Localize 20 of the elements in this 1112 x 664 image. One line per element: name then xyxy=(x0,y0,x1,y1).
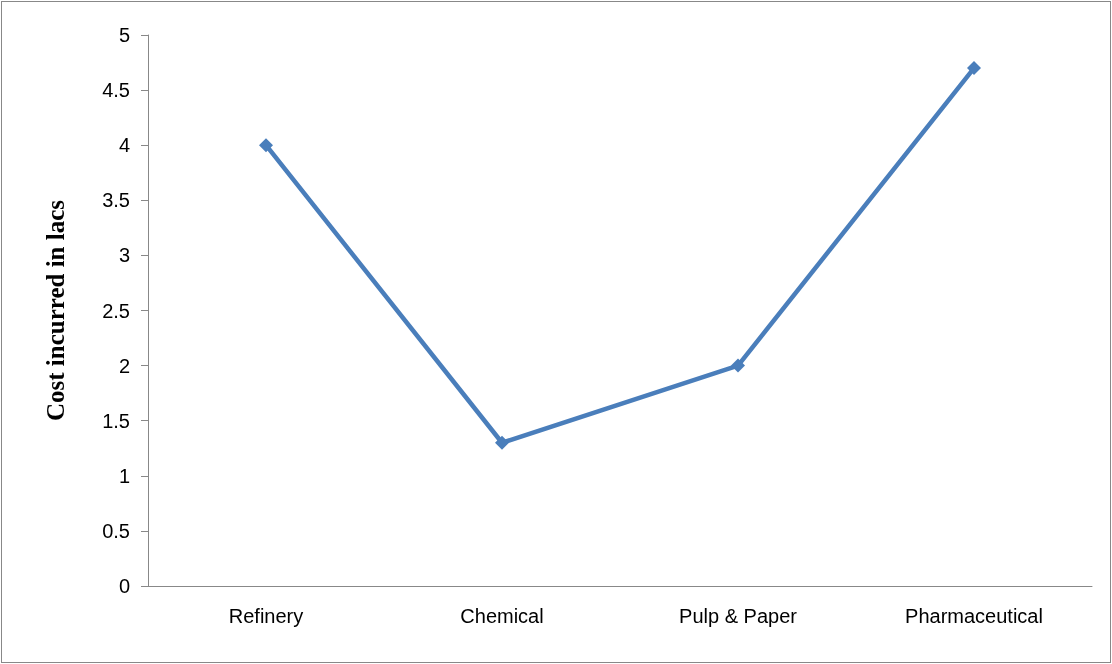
x-tick-label: Chemical xyxy=(460,605,544,627)
point xyxy=(731,358,745,373)
point xyxy=(967,61,981,76)
y-tick-label: 4.5 xyxy=(102,79,130,102)
x-tick-label: Pharmaceutical xyxy=(905,605,1043,627)
y-axis-title: Cost incurred in lacs xyxy=(42,199,69,422)
x-tick-label: Refinery xyxy=(228,605,304,627)
point xyxy=(495,435,509,450)
y-tick-label: 3.5 xyxy=(102,189,130,212)
y-tick-label: 2 xyxy=(118,354,130,377)
y-tick-label: 2.5 xyxy=(102,299,130,322)
y-tick-label: 1 xyxy=(118,464,130,487)
y-tick-label: 4 xyxy=(118,134,130,157)
y-tick-label: 0.5 xyxy=(102,519,130,542)
y-tick-label: 5 xyxy=(118,24,130,46)
y-tick-label: 1.5 xyxy=(102,409,130,432)
x-tick-label: Pulp & Paper xyxy=(679,605,798,627)
y-tick-label: 3 xyxy=(118,244,130,267)
point xyxy=(259,138,273,153)
y-tick-label: 0 xyxy=(118,575,130,597)
